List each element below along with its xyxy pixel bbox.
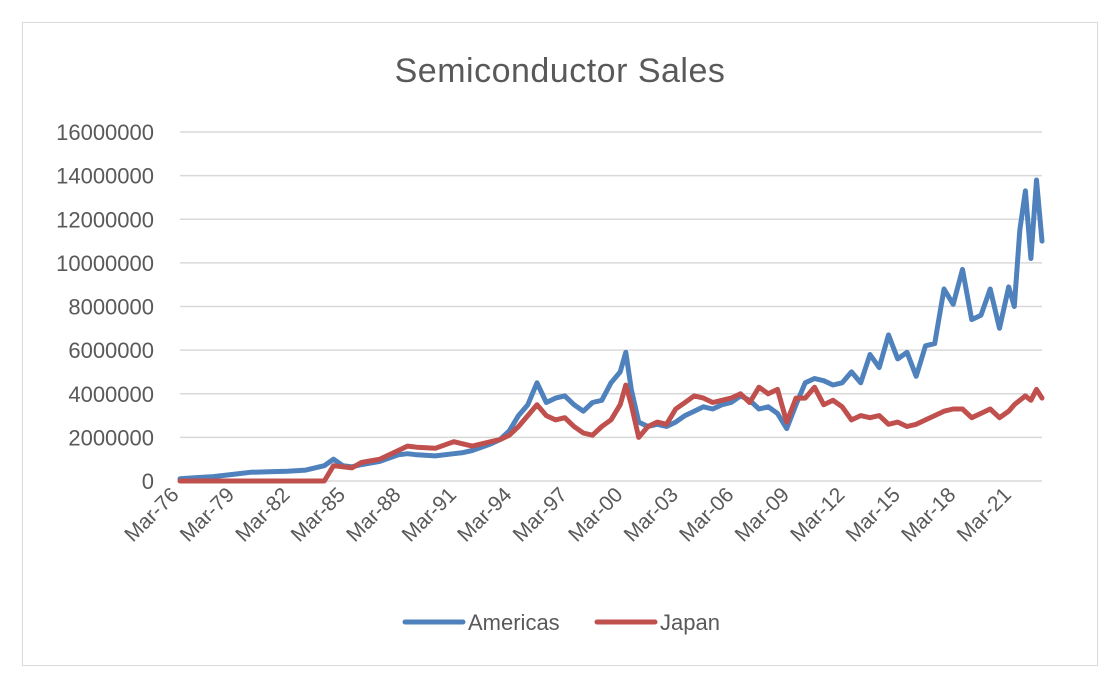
y-tick-label: 4000000 — [68, 382, 154, 407]
x-tick-label: Mar-00 — [564, 483, 627, 546]
x-tick-label: Mar-18 — [897, 483, 960, 546]
y-tick-label: 8000000 — [68, 295, 154, 320]
x-tick-label: Mar-85 — [287, 483, 350, 546]
y-tick-label: 16000000 — [56, 120, 154, 145]
legend-label-americas: Americas — [468, 610, 560, 635]
x-tick-label: Mar-12 — [786, 483, 849, 546]
x-tick-label: Mar-79 — [176, 483, 239, 546]
y-tick-label: 2000000 — [68, 425, 154, 450]
x-tick-label: Mar-09 — [731, 483, 794, 546]
x-tick-label: Mar-03 — [620, 483, 683, 546]
x-tick-label: Mar-91 — [398, 483, 461, 546]
x-axis: Mar-76Mar-79Mar-82Mar-85Mar-88Mar-91Mar-… — [120, 483, 1016, 547]
y-tick-label: 14000000 — [56, 164, 154, 189]
legend-label-japan: Japan — [660, 610, 720, 635]
x-tick-label: Mar-15 — [842, 483, 905, 546]
y-tick-label: 0 — [142, 469, 154, 494]
series-line-americas — [177, 177, 1045, 482]
y-tick-label: 12000000 — [56, 207, 154, 232]
legend: Americas Japan — [402, 610, 720, 635]
series-line-japan — [177, 382, 1045, 484]
x-tick-label: Mar-88 — [342, 483, 405, 546]
y-tick-label: 6000000 — [68, 338, 154, 363]
x-tick-label: Mar-06 — [675, 483, 738, 546]
x-tick-label: Mar-97 — [509, 483, 572, 546]
chart-title: Semiconductor Sales — [394, 52, 726, 90]
x-tick-label: Mar-82 — [231, 483, 294, 546]
y-axis: 0 2000000 4000000 6000000 8000000 10000000 120… — [56, 120, 154, 494]
chart-frame — [22, 22, 1098, 666]
grid-lines — [180, 131, 1042, 482]
series-lines — [177, 177, 1045, 484]
x-tick-label: Mar-21 — [953, 483, 1016, 546]
x-tick-label: Mar-94 — [453, 483, 517, 547]
y-tick-label: 10000000 — [56, 251, 154, 276]
